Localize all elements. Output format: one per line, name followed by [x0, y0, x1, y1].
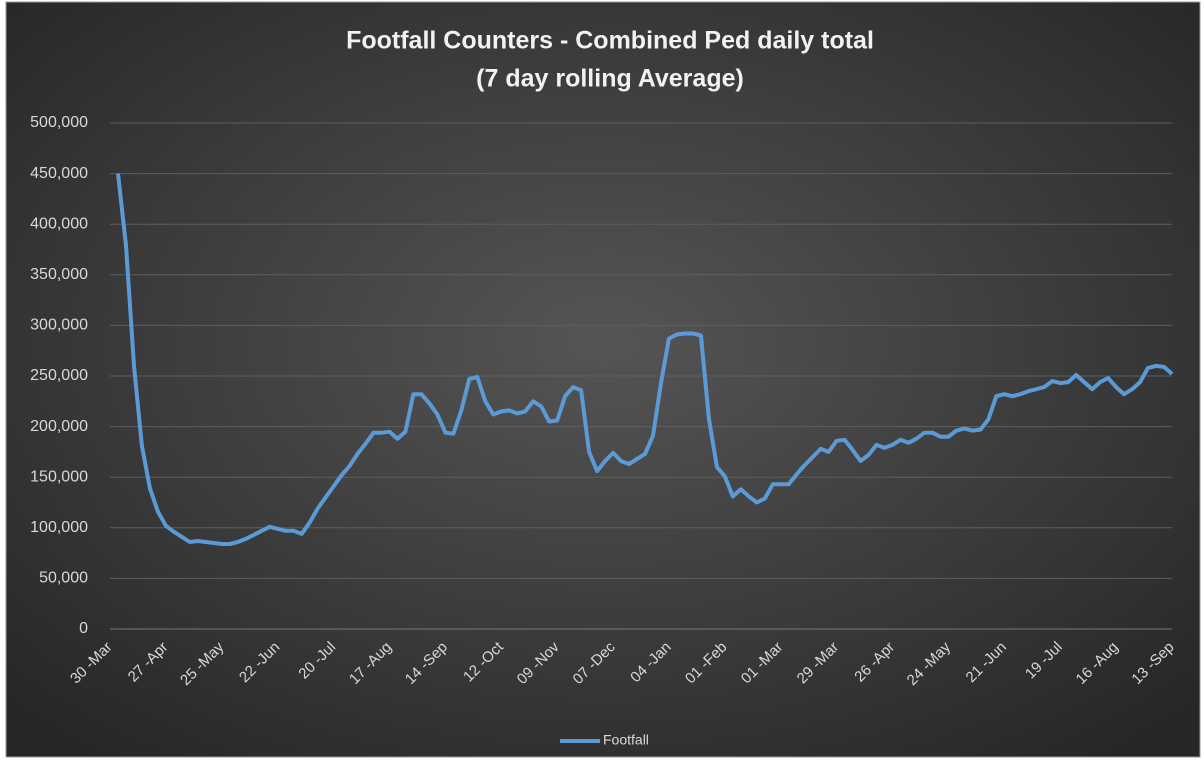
y-tick-label: 450,000 [30, 165, 88, 182]
chart-background [5, 1, 1201, 758]
chart-title: Footfall Counters - Combined Ped daily t… [346, 27, 874, 55]
y-tick-label: 150,000 [30, 468, 88, 485]
y-tick-label: 400,000 [30, 215, 88, 232]
legend-label: Footfall [603, 732, 649, 748]
y-tick-label: 300,000 [30, 317, 88, 334]
y-tick-label: 500,000 [30, 114, 88, 131]
y-tick-label: 250,000 [30, 367, 88, 384]
y-tick-label: 50,000 [39, 570, 88, 587]
data-line [116, 173, 1174, 546]
y-tick-label: 350,000 [30, 266, 88, 283]
chart-subtitle: (7 day rolling Average) [476, 65, 744, 93]
y-tick-label: 200,000 [30, 418, 88, 435]
y-tick-label: 0 [79, 620, 88, 637]
y-tick-label: 100,000 [30, 519, 88, 536]
